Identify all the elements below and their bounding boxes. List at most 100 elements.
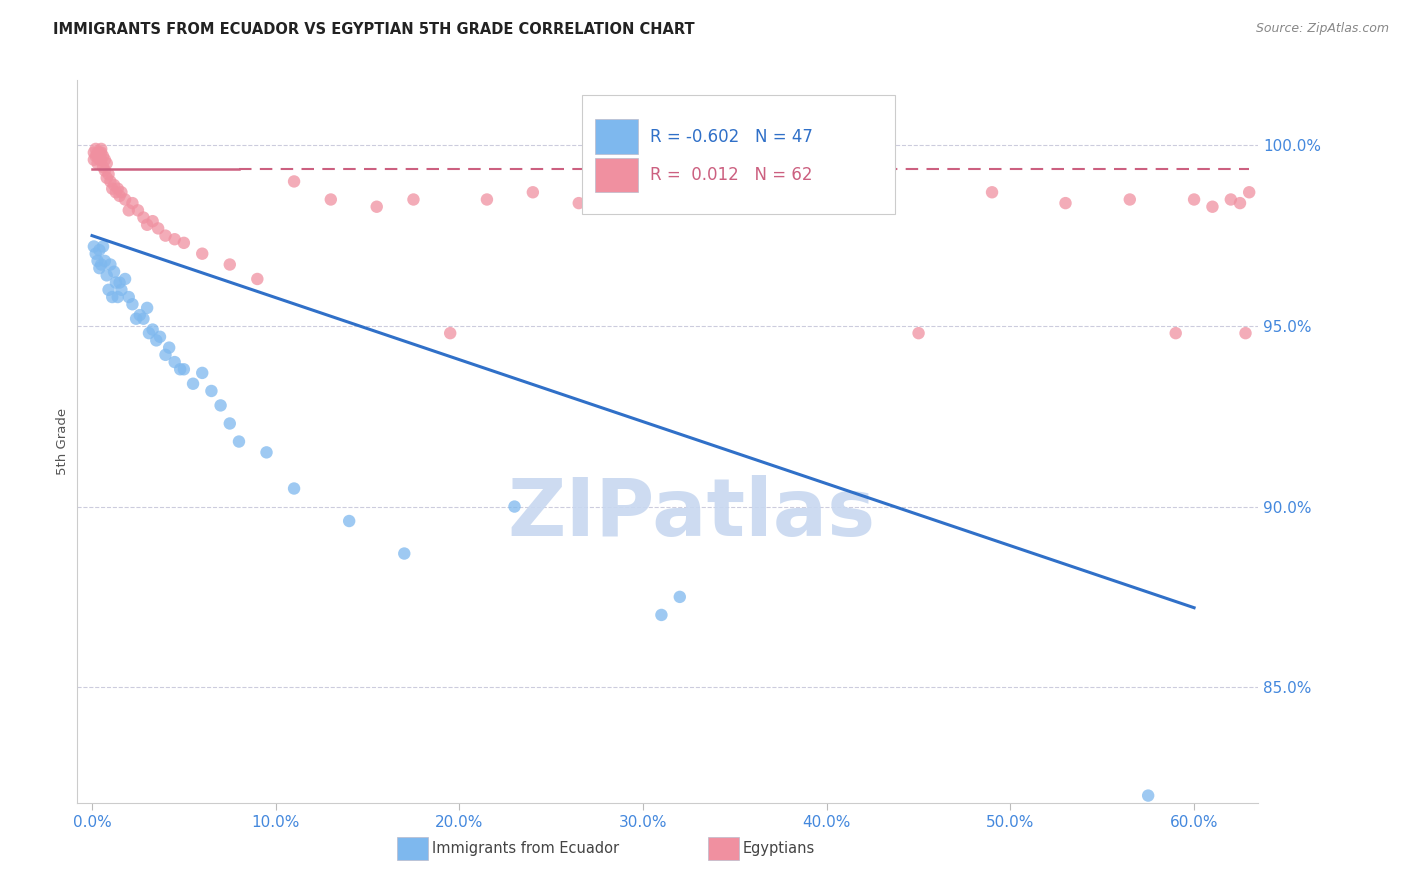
- Point: [96, 170, 118, 185]
- Point: [163, 232, 186, 246]
- Point: [83, 239, 105, 253]
- Point: [86, 145, 108, 160]
- Point: [89, 261, 111, 276]
- Point: [337, 514, 360, 528]
- Text: R = -0.602   N = 47: R = -0.602 N = 47: [650, 128, 813, 145]
- Point: [568, 196, 591, 211]
- Point: [94, 254, 117, 268]
- Point: [283, 174, 305, 188]
- FancyBboxPatch shape: [582, 95, 894, 214]
- Text: R =  0.012   N = 62: R = 0.012 N = 62: [650, 166, 813, 184]
- Point: [155, 228, 177, 243]
- Point: [981, 186, 1004, 200]
- Point: [125, 311, 148, 326]
- Point: [366, 200, 388, 214]
- Point: [94, 163, 117, 178]
- Point: [1137, 789, 1160, 803]
- Point: [91, 160, 114, 174]
- Point: [163, 355, 186, 369]
- Point: [128, 308, 150, 322]
- Point: [89, 243, 111, 257]
- Point: [149, 330, 172, 344]
- Point: [121, 196, 143, 211]
- Point: [132, 211, 155, 225]
- Point: [103, 265, 125, 279]
- Point: [142, 214, 165, 228]
- Point: [107, 290, 129, 304]
- Point: [103, 178, 125, 192]
- Point: [108, 276, 131, 290]
- Point: [132, 311, 155, 326]
- Point: [90, 153, 112, 167]
- Point: [100, 258, 122, 272]
- Point: [1182, 193, 1205, 207]
- Point: [191, 366, 214, 380]
- Point: [86, 149, 108, 163]
- Point: [200, 384, 222, 398]
- Point: [1234, 326, 1257, 341]
- Point: [136, 218, 159, 232]
- Point: [283, 482, 305, 496]
- Point: [127, 203, 149, 218]
- Point: [228, 434, 250, 449]
- Point: [1164, 326, 1187, 341]
- Point: [100, 174, 122, 188]
- Point: [90, 142, 112, 156]
- Text: Egyptians: Egyptians: [742, 841, 814, 855]
- FancyBboxPatch shape: [709, 837, 738, 860]
- Point: [209, 399, 232, 413]
- Point: [668, 590, 690, 604]
- Point: [146, 221, 169, 235]
- Point: [138, 326, 160, 341]
- Point: [96, 268, 118, 283]
- Point: [145, 334, 167, 348]
- Text: Immigrants from Ecuador: Immigrants from Ecuador: [432, 841, 619, 855]
- Point: [90, 258, 112, 272]
- Point: [84, 246, 107, 260]
- Point: [83, 153, 105, 167]
- Point: [89, 145, 111, 160]
- Point: [108, 189, 131, 203]
- Point: [218, 417, 240, 431]
- Point: [97, 283, 120, 297]
- Point: [503, 500, 526, 514]
- Point: [815, 193, 838, 207]
- Point: [742, 200, 765, 214]
- FancyBboxPatch shape: [595, 158, 638, 193]
- Point: [104, 186, 127, 200]
- Point: [1119, 193, 1142, 207]
- FancyBboxPatch shape: [595, 120, 638, 154]
- Point: [439, 326, 461, 341]
- Point: [157, 341, 180, 355]
- Point: [256, 445, 278, 459]
- Point: [650, 607, 672, 622]
- Point: [1054, 196, 1077, 211]
- Point: [86, 254, 108, 268]
- Point: [114, 193, 136, 207]
- Point: [169, 362, 191, 376]
- Point: [84, 142, 107, 156]
- Point: [101, 182, 124, 196]
- Point: [118, 203, 141, 218]
- Point: [218, 258, 240, 272]
- Point: [181, 376, 204, 391]
- Point: [89, 153, 111, 167]
- Point: [91, 239, 114, 253]
- Point: [114, 272, 136, 286]
- Point: [84, 149, 107, 163]
- Point: [246, 272, 269, 286]
- Point: [110, 186, 132, 200]
- Point: [90, 145, 112, 160]
- Point: [86, 156, 108, 170]
- Point: [101, 290, 124, 304]
- Point: [83, 145, 105, 160]
- Point: [104, 276, 127, 290]
- Point: [650, 193, 672, 207]
- Point: [110, 283, 132, 297]
- Text: IMMIGRANTS FROM ECUADOR VS EGYPTIAN 5TH GRADE CORRELATION CHART: IMMIGRANTS FROM ECUADOR VS EGYPTIAN 5TH …: [53, 22, 695, 37]
- Point: [907, 326, 929, 341]
- Point: [1237, 186, 1260, 200]
- Point: [94, 153, 117, 167]
- Point: [173, 362, 195, 376]
- Y-axis label: 5th Grade: 5th Grade: [56, 408, 69, 475]
